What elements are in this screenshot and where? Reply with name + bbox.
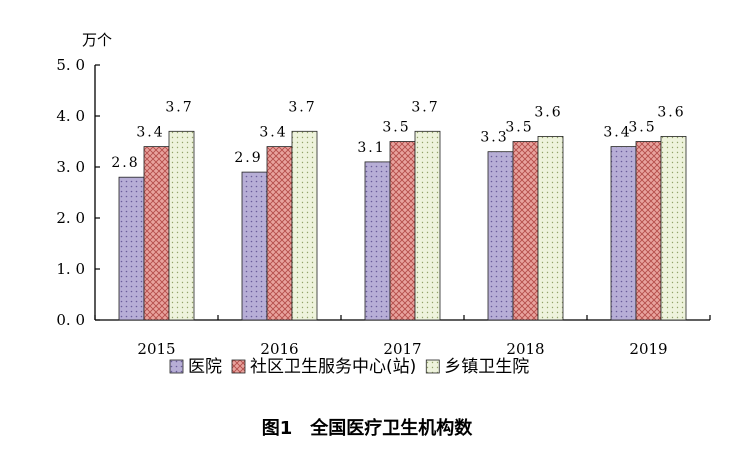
bar-2016-series-1 [266,146,293,321]
data-label-2019-series-1: 3.5 [628,120,656,136]
legend-label-1: 社区卫生服务中心(站) [250,357,416,377]
data-label-2015-series-2: 3.7 [165,99,193,115]
bar-2018-series-1 [512,141,539,321]
bar-2015-series-1 [143,146,170,321]
data-label-2018-series-2: 3.6 [534,104,562,120]
data-label-2017-series-0: 3.1 [357,140,385,156]
bar-2015-series-2 [168,130,195,321]
x-tick-label-2015: 2015 [137,340,175,358]
bar-2019-series-0 [610,146,637,321]
data-label-2015-series-1: 3.4 [136,125,164,141]
y-tick-label: 5. 0 [56,56,85,74]
bar-2019-series-1 [635,141,662,321]
data-label-2018-series-0: 3.3 [480,130,508,146]
legend-swatch-1 [231,359,246,374]
y-axis-unit-label: 万个 [82,31,112,49]
bar-2017-series-2 [414,130,441,321]
legend-swatch-2 [425,359,440,374]
x-tick-label-2018: 2018 [506,340,544,358]
data-label-2015-series-0: 2.8 [111,155,139,171]
bar-2016-series-0 [241,171,268,321]
y-tick-label: 1. 0 [56,260,85,278]
x-tick-label-2019: 2019 [629,340,667,358]
y-tick-label: 4. 0 [56,107,85,125]
data-label-2018-series-1: 3.5 [505,120,533,136]
data-label-2016-series-1: 3.4 [259,125,287,141]
y-tick-label: 3. 0 [56,158,85,176]
legend-label-0: 医院 [188,357,222,377]
bar-2016-series-2 [291,130,318,321]
bar-2018-series-0 [487,151,514,321]
data-label-2019-series-0: 3.4 [603,125,631,141]
data-label-2017-series-2: 3.7 [411,99,439,115]
data-label-2017-series-1: 3.5 [382,120,410,136]
y-tick-label: 2. 0 [56,209,85,227]
data-label-2019-series-2: 3.6 [657,104,685,120]
legend-swatch-0 [169,359,184,374]
legend-label-2: 乡镇卫生院 [444,357,529,377]
bar-2017-series-0 [364,161,391,321]
bar-2015-series-0 [118,176,145,321]
bar-2019-series-2 [660,135,687,321]
bar-2017-series-1 [389,141,416,321]
x-tick-label-2017: 2017 [383,340,421,358]
data-label-2016-series-0: 2.9 [234,150,262,166]
chart-caption: 图1 全国医疗卫生机构数 [262,417,474,439]
bar-2018-series-2 [537,135,564,321]
x-tick-label-2016: 2016 [260,340,298,358]
data-label-2016-series-2: 3.7 [288,99,316,115]
y-tick-label: 0. 0 [56,311,85,329]
